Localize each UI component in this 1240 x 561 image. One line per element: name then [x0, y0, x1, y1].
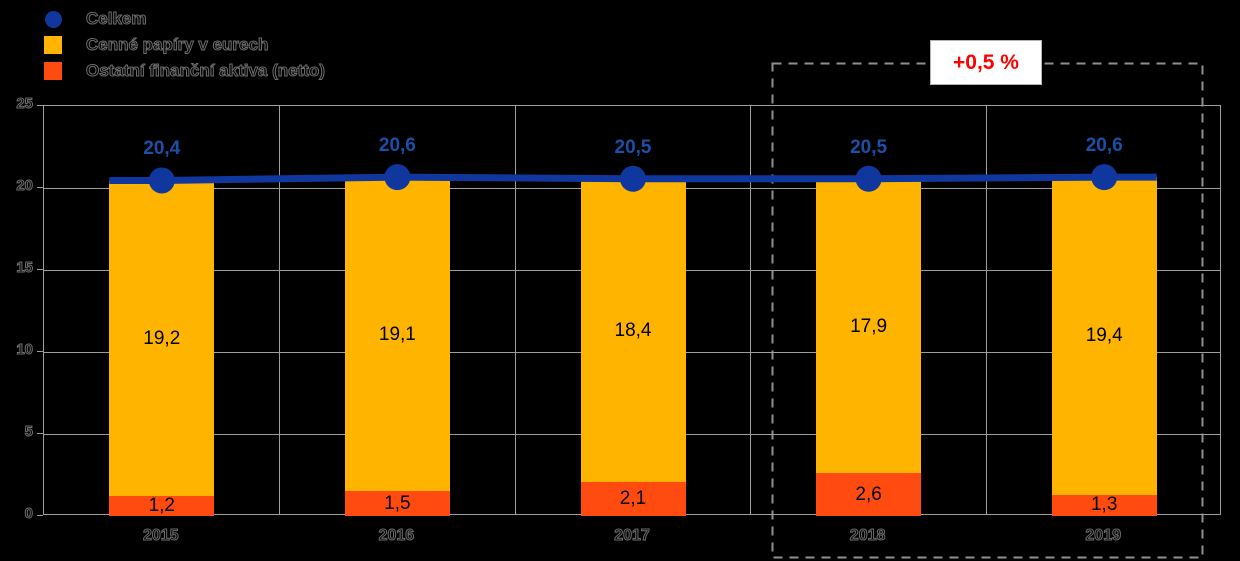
annotation-label: +0,5 %: [953, 50, 1019, 74]
y-axis-label: 15: [16, 259, 34, 277]
total-point-marker: [148, 167, 175, 194]
bar-segment-securities: [580, 179, 686, 482]
total-point-marker: [384, 164, 411, 191]
bar-segment-other-assets: [344, 491, 450, 516]
y-axis-label: 5: [24, 423, 33, 441]
gridline-vertical: [279, 106, 281, 514]
legend-item-total: Celkem: [44, 6, 325, 32]
x-axis-label: 2017: [614, 527, 651, 545]
annotation-box: +0,5 %: [930, 40, 1042, 85]
legend-securities-square-icon: [44, 36, 62, 54]
legend-other-assets-square-icon: [44, 62, 62, 80]
bar-value-label-other-assets: 1,5: [384, 492, 411, 514]
gridline-vertical: [985, 106, 987, 514]
plot-area: 19,2 1,2 19,1 1,5 18,4 2,1 17,9 2,6 19,4 1,3 20,4 2…: [43, 105, 1221, 517]
legend-item-other-assets: Ostatní finanční aktiva (netto): [44, 58, 325, 84]
legend-total-circle-icon: [45, 10, 62, 28]
legend-total-label: Celkem: [85, 9, 147, 29]
y-axis-tick: [37, 433, 43, 434]
total-value-label: 20,6: [378, 135, 416, 157]
y-axis-label: 0: [24, 505, 33, 523]
y-axis-label: 25: [16, 95, 34, 113]
x-axis-label: 2016: [378, 527, 415, 545]
bar-segment-securities: [816, 179, 922, 474]
y-axis-tick: [37, 515, 43, 516]
chart-legend: Celkem Cenné papíry v eurech Ostatní fin…: [44, 6, 325, 84]
x-axis-label: 2018: [849, 527, 886, 545]
bar-value-label-securities: 17,9: [850, 315, 888, 337]
y-axis-tick: [37, 187, 43, 188]
bar-value-label-other-assets: 2,1: [619, 487, 647, 509]
gridline-vertical: [514, 106, 516, 514]
bar-segment-securities: [344, 178, 450, 492]
total-point-marker: [855, 165, 882, 192]
total-value-label: 20,5: [850, 136, 888, 158]
y-axis-label: 10: [16, 341, 34, 359]
total-value-label: 20,6: [1085, 135, 1123, 157]
y-axis-tick: [37, 351, 43, 352]
bar-value-label-securities: 19,2: [143, 327, 181, 349]
bar-value-label-other-assets: 2,6: [855, 483, 882, 505]
total-line-layer: [109, 164, 1157, 194]
total-value-label: 20,5: [614, 136, 652, 158]
legend-securities-label: Cenné papíry v eurech: [85, 35, 269, 55]
bar-segment-securities: [1051, 176, 1157, 495]
y-axis-label: 20: [16, 177, 34, 195]
gridline-vertical: [750, 106, 752, 514]
bar-segment-other-assets: [109, 496, 215, 516]
bar-value-label-securities: 18,4: [614, 319, 652, 341]
y-axis-tick: [37, 269, 43, 270]
total-point-marker: [620, 165, 646, 192]
bar-segment-other-assets: [816, 473, 922, 516]
x-axis-label: 2019: [1085, 527, 1122, 545]
legend-item-securities: Cenné papíry v eurech: [44, 32, 325, 58]
bar-segment-other-assets: [580, 481, 686, 516]
total-point-marker: [1091, 164, 1118, 191]
bar-value-label-securities: 19,1: [378, 323, 416, 345]
bar-value-label-other-assets: 1,2: [148, 495, 175, 517]
bar-value-label-other-assets: 1,3: [1090, 494, 1118, 516]
x-axis-label: 2015: [143, 527, 180, 545]
y-axis-tick: [37, 105, 43, 106]
bar-value-label-securities: 19,4: [1085, 324, 1123, 346]
legend-other-assets-label: Ostatní finanční aktiva (netto): [86, 61, 326, 81]
total-value-label: 20,4: [143, 138, 181, 160]
bar-segment-securities: [109, 181, 215, 497]
bar-segment-other-assets: [1051, 494, 1157, 516]
